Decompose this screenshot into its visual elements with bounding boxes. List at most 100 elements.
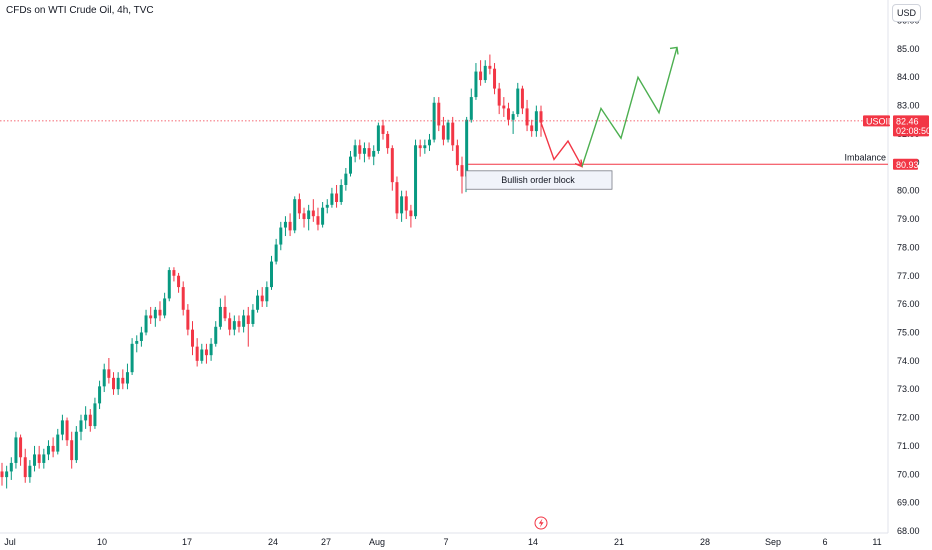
candle-body	[358, 145, 362, 154]
symbol-badge	[863, 115, 890, 127]
y-tick-label: 85.00	[897, 44, 920, 54]
currency-button[interactable]: USD	[892, 4, 921, 22]
imbalance-price-value: 80.93	[896, 160, 919, 170]
candle-body	[362, 148, 366, 154]
bullish-order-block[interactable]	[465, 170, 613, 190]
candle-body	[404, 196, 408, 211]
candle-body	[79, 420, 83, 432]
candle-body	[9, 462, 13, 472]
candle-body	[344, 173, 348, 185]
candle-body	[46, 445, 50, 455]
candlestick-series	[0, 54, 543, 489]
y-tick-label: 84.00	[897, 72, 920, 82]
candle-body	[506, 108, 510, 120]
candle-body	[98, 386, 102, 404]
candle-body	[93, 403, 97, 427]
candle-body	[265, 287, 269, 302]
candle-body	[376, 125, 380, 151]
candle-body	[14, 437, 18, 463]
candle-body	[5, 471, 9, 478]
candle-body	[242, 315, 246, 327]
candle-body	[386, 133, 390, 149]
candle-body	[469, 97, 473, 120]
candle-body	[88, 414, 92, 427]
x-tick-label: 27	[321, 537, 331, 547]
order-block-label: Bullish order block	[501, 175, 575, 185]
candle-body	[483, 65, 487, 81]
candle-body	[479, 71, 483, 81]
candle-body	[23, 457, 27, 478]
candle-body	[274, 244, 278, 262]
candle-body	[288, 221, 292, 231]
candle-body	[42, 454, 46, 463]
bar-countdown: 02:08:50	[896, 126, 931, 136]
candle-body	[116, 377, 120, 390]
candle-body	[112, 377, 116, 390]
candle-body	[70, 440, 74, 461]
candle-body	[367, 148, 371, 157]
y-tick-label: 78.00	[897, 242, 920, 252]
candle-body	[125, 372, 129, 384]
candle-body	[158, 309, 162, 316]
candle-body	[28, 465, 32, 478]
candle-body	[172, 270, 176, 276]
x-tick-label: 17	[182, 537, 192, 547]
candle-body	[270, 261, 273, 288]
x-tick-label: Sep	[765, 537, 781, 547]
candle-body	[237, 321, 241, 327]
x-tick-label: Jul	[4, 537, 16, 547]
candle-body	[530, 125, 534, 132]
lightning-icon[interactable]	[534, 516, 548, 530]
candle-body	[279, 227, 283, 245]
current-price-value: 82.46	[896, 116, 919, 126]
candle-body	[209, 343, 213, 356]
candle-body	[139, 332, 143, 341]
candle-body	[51, 445, 55, 452]
x-tick-label: 14	[528, 537, 538, 547]
imbalance-price-badge	[893, 158, 918, 170]
y-tick-label: 77.00	[897, 271, 920, 281]
candle-body	[474, 71, 478, 98]
candle-body	[200, 349, 204, 361]
x-tick-label: 24	[268, 537, 278, 547]
candle-body	[149, 315, 153, 319]
candle-body	[400, 196, 404, 214]
candle-body	[121, 377, 125, 384]
candle-body	[232, 321, 236, 330]
candle-body	[390, 148, 394, 183]
candle-body	[107, 369, 111, 378]
y-tick-label: 79.00	[897, 214, 920, 224]
candle-body	[339, 184, 343, 203]
y-tick-label: 75.00	[897, 327, 920, 337]
y-tick-label: 80.00	[897, 186, 920, 196]
candle-body	[186, 309, 190, 330]
symbol-label: USOIL	[866, 116, 893, 126]
y-tick-label: 73.00	[897, 384, 920, 394]
candle-body	[414, 145, 418, 217]
candle-body	[502, 105, 506, 109]
candle-body	[423, 145, 427, 149]
candle-body	[33, 454, 37, 466]
candle-body	[102, 369, 106, 387]
candle-body	[130, 343, 134, 373]
candle-body	[316, 216, 320, 225]
candle-body	[446, 122, 450, 140]
chart-title: CFDs on WTI Crude Oil, 4h, TVC	[6, 5, 154, 16]
candle-body	[497, 88, 501, 106]
bullish-projection-path	[581, 47, 678, 167]
candle-body	[228, 318, 232, 330]
candle-body	[181, 287, 185, 310]
candle-body	[511, 114, 515, 120]
candle-body	[60, 420, 64, 435]
y-tick-label: 74.00	[897, 356, 920, 366]
candle-body	[460, 165, 464, 177]
candle-body	[488, 65, 492, 69]
candle-body	[330, 193, 334, 205]
candle-body	[451, 122, 455, 146]
candle-body	[56, 434, 60, 452]
candle-body	[65, 420, 69, 441]
candle-body	[167, 270, 171, 299]
candle-body	[144, 315, 148, 333]
candle-body	[0, 471, 4, 478]
